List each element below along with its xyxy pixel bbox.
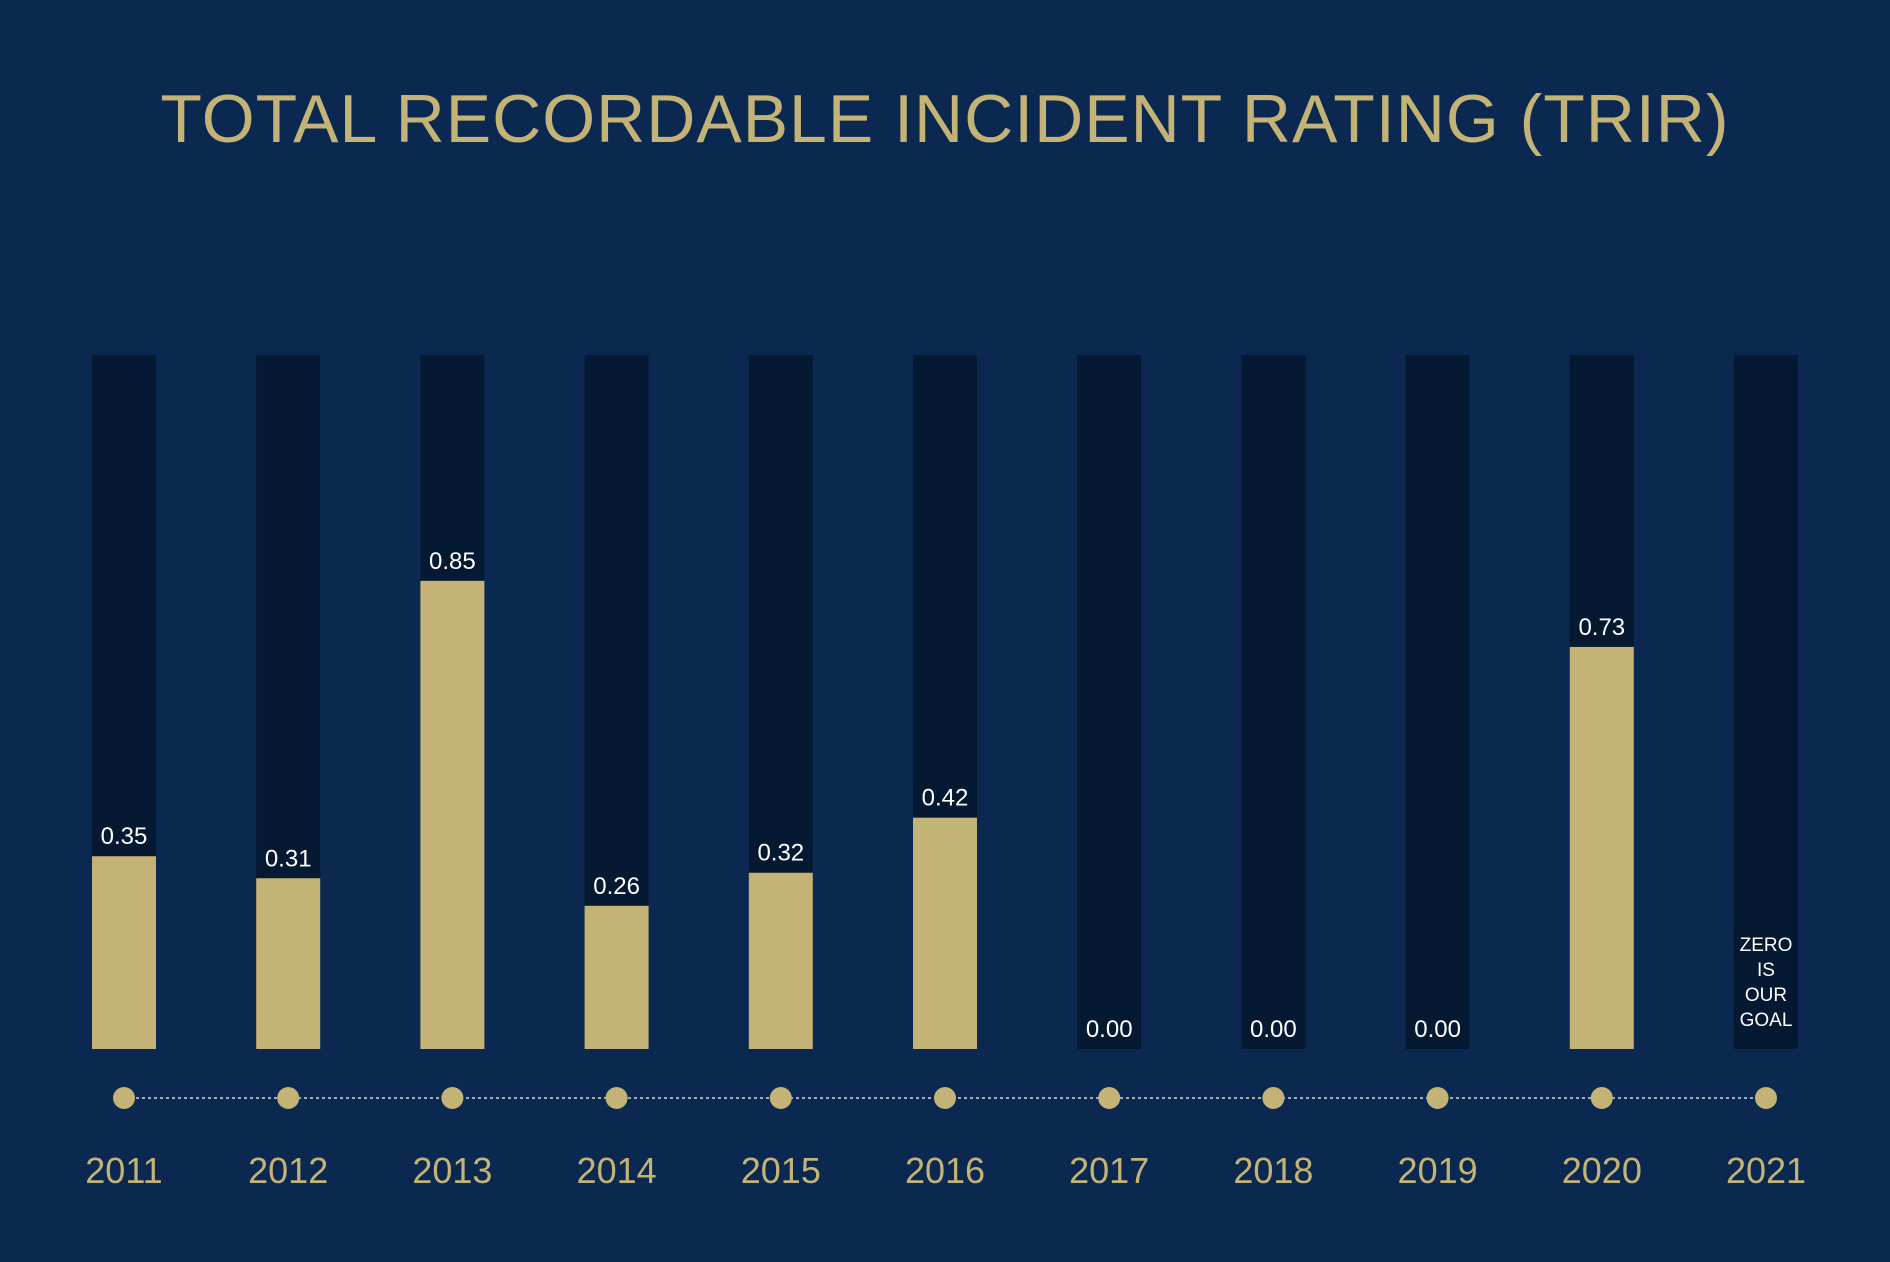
data-label-2016: 0.42: [922, 785, 969, 812]
chart-title: TOTAL RECORDABLE INCIDENT RATING (TRIR): [160, 81, 1730, 157]
data-label-2014: 0.26: [593, 873, 640, 900]
year-label-2016: 2016: [905, 1150, 985, 1191]
data-label-2018: 0.00: [1250, 1016, 1297, 1043]
bar-2012: [256, 878, 321, 1049]
timeline-dot-2014: [605, 1087, 628, 1109]
data-label-2012: 0.31: [265, 845, 312, 872]
data-label-2020: 0.73: [1578, 614, 1625, 641]
goal-annotation-line: OUR: [1744, 985, 1788, 1006]
timeline-dot-2015: [769, 1087, 792, 1109]
data-label-2013: 0.85: [429, 548, 476, 575]
timeline-dot-2017: [1098, 1087, 1121, 1109]
data-label-2019: 0.00: [1414, 1016, 1461, 1043]
timeline-dot-2013: [441, 1087, 464, 1109]
year-label-2020: 2020: [1562, 1150, 1642, 1191]
year-label-2017: 2017: [1069, 1150, 1149, 1191]
timeline-dot-2011: [113, 1087, 135, 1109]
year-label-2015: 2015: [741, 1150, 821, 1191]
timeline-dot-2018: [1262, 1087, 1285, 1109]
year-label-2012: 2012: [248, 1150, 328, 1191]
timeline-dot-2016: [934, 1087, 956, 1109]
timeline-dot-2021: [1755, 1087, 1777, 1109]
goal-annotation-line: ZERO: [1739, 935, 1793, 956]
bar-2013: [420, 580, 485, 1049]
year-label-2014: 2014: [577, 1150, 657, 1191]
goal-annotation-line: IS: [1757, 960, 1775, 981]
bar-2015: [748, 872, 813, 1049]
data-label-2011: 0.35: [101, 823, 148, 850]
bar-track-2017: [1077, 355, 1142, 1049]
timeline-dot-2020: [1590, 1087, 1613, 1109]
year-label-2013: 2013: [412, 1150, 492, 1191]
year-label-2018: 2018: [1233, 1150, 1313, 1191]
bar-2011: [92, 856, 156, 1049]
goal-annotation: ZERO IS OUR GOAL: [1734, 933, 1798, 1033]
goal-annotation-line: GOAL: [1739, 1010, 1793, 1031]
bar-2014: [584, 905, 649, 1049]
bar-2020: [1569, 646, 1634, 1049]
bar-2016: [913, 817, 977, 1049]
year-label-2019: 2019: [1398, 1150, 1478, 1191]
bar-track-2018: [1241, 355, 1306, 1049]
data-label-2015: 0.32: [757, 840, 804, 867]
timeline-dot-2019: [1426, 1087, 1449, 1109]
data-label-2017: 0.00: [1086, 1016, 1133, 1043]
bar-track-2019: [1405, 355, 1470, 1049]
bar-track-2021: [1734, 355, 1798, 1049]
year-label-2011: 2011: [85, 1150, 162, 1191]
year-label-2021: 2021: [1726, 1150, 1806, 1191]
timeline-dot-2012: [277, 1087, 300, 1109]
